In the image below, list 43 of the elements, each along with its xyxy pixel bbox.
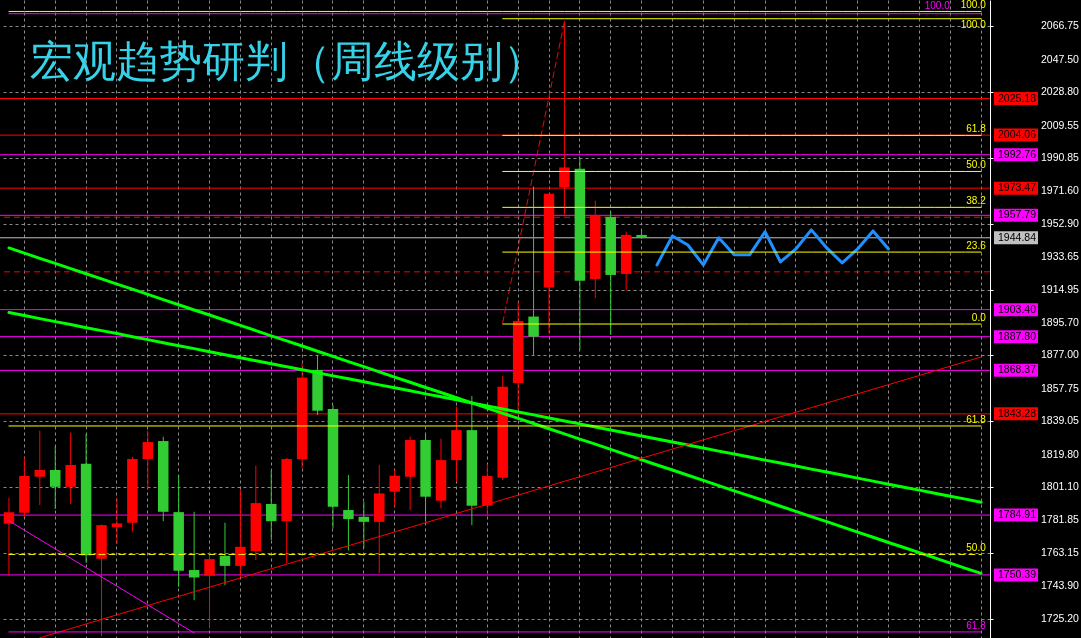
- y-tick-label: 2009.55: [1041, 118, 1080, 131]
- y-tick-label: 1990.85: [1041, 151, 1080, 164]
- series-label: 0.0: [971, 312, 987, 324]
- ref-line-label: 1992.76: [998, 147, 1037, 160]
- y-tick-label: 2028.80: [1041, 85, 1080, 98]
- y-tick-label: 1743.90: [1041, 579, 1080, 592]
- ref-line-label: 1784.91: [998, 508, 1037, 521]
- y-tick-label: 1801.10: [1041, 480, 1080, 492]
- y-tick-label: 1819.80: [1041, 447, 1080, 460]
- ref-line-label: 1868.37: [998, 363, 1037, 376]
- y-tick-label: 1781.85: [1041, 513, 1080, 526]
- y-tick-label: 1857.75: [1041, 381, 1080, 394]
- y-tick-label: 1971.60: [1041, 184, 1080, 197]
- series-label: 100.0: [960, 18, 987, 30]
- series-label: 61.8: [966, 619, 987, 631]
- y-tick-label: 1914.95: [1041, 282, 1080, 295]
- ref-line-label: 1973.47: [998, 181, 1037, 194]
- ref-line-label: 1944.84: [998, 230, 1037, 243]
- series-label: 50.0: [966, 542, 987, 554]
- ref-line-label: 1903.40: [998, 302, 1037, 315]
- y-tick-label: 1725.20: [1041, 611, 1080, 624]
- series-label: 23.6: [966, 240, 987, 252]
- series-label: 100.0: [924, 0, 951, 11]
- y-tick-label: 2066.75: [1041, 19, 1080, 32]
- series-label: 38.2: [966, 195, 987, 207]
- series-label: 100.0: [960, 0, 987, 11]
- ref-line-label: 1843.28: [998, 406, 1037, 419]
- y-tick-label: 1763.15: [1041, 545, 1080, 558]
- ref-line-label: 1957.79: [998, 208, 1037, 221]
- y-tick-label: 1952.90: [1041, 216, 1080, 229]
- y-tick-label: 1839.05: [1041, 414, 1080, 427]
- ref-line-label: 2004.06: [998, 128, 1037, 141]
- series-label: 61.8: [966, 413, 987, 425]
- y-tick-label: 1877.00: [1041, 348, 1080, 361]
- y-tick-label: 2047.50: [1041, 52, 1080, 65]
- text: 宏观趋势研判（周线级别）: [30, 36, 546, 86]
- series-label: 61.8: [966, 123, 987, 135]
- y-tick-label: 1933.65: [1041, 250, 1080, 263]
- y-tick-label: 1895.70: [1041, 315, 1080, 328]
- ref-line-label: 1887.80: [998, 329, 1037, 342]
- ref-line-label: 1750.39: [998, 567, 1037, 580]
- series-label: 50.0: [966, 159, 987, 171]
- ref-line-label: 2025.18: [998, 91, 1037, 104]
